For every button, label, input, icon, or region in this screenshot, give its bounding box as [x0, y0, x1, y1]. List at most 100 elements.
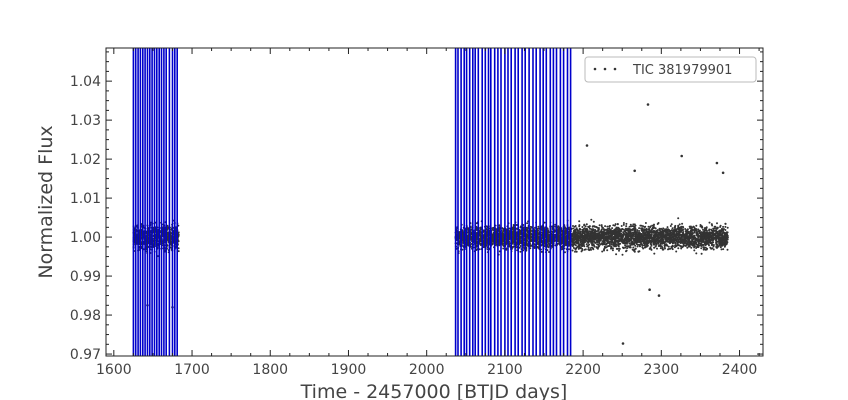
data-point [479, 227, 481, 229]
data-point [726, 248, 729, 251]
data-point [620, 225, 623, 227]
data-point [672, 242, 674, 245]
data-point [575, 250, 578, 253]
data-point [578, 224, 581, 227]
data-point [619, 239, 621, 242]
data-point [661, 248, 664, 251]
data-point [479, 244, 482, 246]
data-point [608, 234, 611, 237]
data-point [664, 247, 666, 250]
data-point [631, 231, 634, 234]
data-point [498, 224, 501, 227]
data-point [537, 229, 540, 232]
data-point [519, 245, 522, 247]
data-point [700, 247, 703, 250]
data-point [177, 247, 180, 250]
data-point [554, 225, 556, 228]
data-point [166, 237, 169, 240]
data-point [576, 245, 579, 248]
data-point [706, 247, 709, 250]
data-point [638, 230, 641, 232]
data-point [519, 226, 522, 229]
data-point [526, 222, 529, 225]
data-point [595, 232, 598, 235]
data-point [581, 231, 584, 234]
data-point [694, 237, 697, 240]
data-point [636, 229, 639, 232]
data-point [724, 225, 727, 228]
data-point [724, 222, 727, 225]
data-point [636, 245, 639, 248]
data-point [169, 228, 172, 231]
data-point [628, 242, 631, 245]
data-point [655, 243, 658, 246]
data-point [533, 245, 536, 248]
data-point [579, 239, 582, 242]
data-point [637, 231, 640, 234]
data-point [680, 247, 683, 250]
data-point [659, 247, 662, 250]
data-point [591, 229, 594, 232]
data-point [622, 228, 625, 231]
data-point [719, 231, 722, 234]
data-point [685, 230, 688, 233]
data-point [592, 248, 595, 251]
data-point [700, 239, 703, 242]
data-point [579, 247, 582, 250]
data-point [581, 247, 584, 250]
data-point [704, 246, 707, 249]
data-point [518, 239, 521, 241]
data-point [597, 229, 600, 232]
data-point [639, 245, 642, 248]
data-point [628, 225, 631, 228]
data-point [712, 241, 715, 244]
data-point [683, 233, 686, 236]
data-point [574, 244, 577, 247]
data-point [646, 239, 649, 242]
data-point [617, 226, 620, 229]
data-point [631, 241, 634, 243]
data-point [692, 244, 695, 247]
data-point [508, 237, 511, 240]
data-point [615, 227, 618, 230]
data-point [547, 242, 550, 245]
data-point [664, 231, 667, 234]
data-point [593, 245, 596, 248]
data-point [659, 239, 662, 242]
data-point [650, 248, 653, 251]
data-point [631, 234, 634, 237]
data-point [540, 250, 543, 253]
data-point [645, 230, 648, 233]
data-point [614, 223, 617, 226]
data-point [666, 226, 669, 229]
data-point [627, 231, 630, 234]
data-point [640, 243, 643, 246]
data-point [491, 228, 494, 231]
data-point [596, 226, 599, 229]
data-point [529, 229, 532, 232]
data-point [693, 231, 696, 234]
data-point [681, 222, 684, 225]
data-point [578, 220, 581, 223]
scatter-points-layer [132, 103, 729, 345]
data-point [638, 250, 641, 253]
data-point [689, 240, 692, 243]
data-point [612, 247, 614, 250]
data-point [498, 226, 501, 229]
data-point [600, 233, 603, 236]
data-point [626, 247, 629, 250]
data-point [724, 229, 727, 231]
data-point [693, 230, 696, 233]
data-point [609, 224, 611, 227]
data-point [604, 225, 607, 228]
data-point [519, 229, 522, 232]
data-point [530, 226, 533, 229]
data-point [724, 242, 727, 245]
data-point [574, 250, 576, 253]
data-point [706, 242, 709, 245]
data-point [703, 246, 706, 249]
data-point [644, 222, 647, 224]
data-point [633, 250, 636, 253]
data-point [688, 225, 691, 228]
data-point [686, 246, 689, 249]
